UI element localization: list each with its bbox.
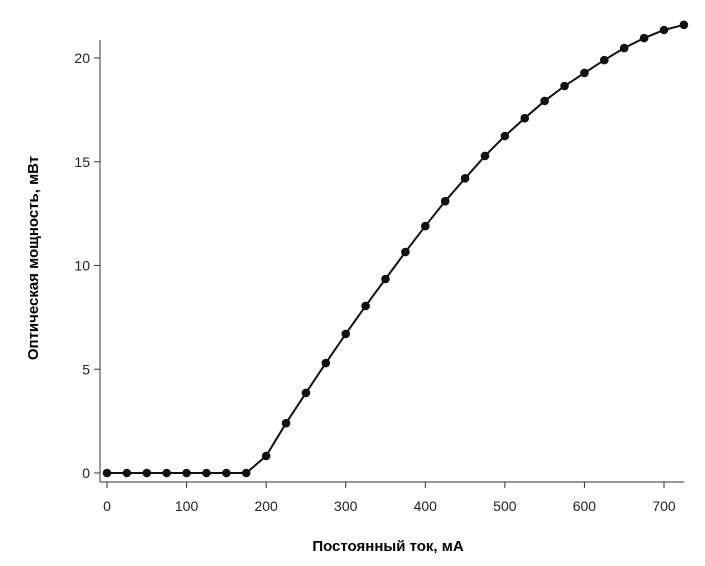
data-point bbox=[102, 468, 112, 478]
data-point bbox=[639, 33, 649, 43]
axes bbox=[99, 40, 684, 483]
y-axis-label: Оптическая мощность, мВт bbox=[25, 156, 42, 360]
x-tick-label: 300 bbox=[334, 498, 358, 514]
data-point bbox=[381, 274, 390, 284]
data-point bbox=[540, 96, 549, 106]
data-point bbox=[361, 301, 370, 311]
x-tick-label: 100 bbox=[175, 498, 199, 514]
data-point bbox=[301, 388, 311, 398]
data-point bbox=[122, 468, 132, 478]
data-point bbox=[679, 20, 689, 30]
data-point bbox=[241, 468, 251, 478]
data-point bbox=[261, 451, 271, 461]
data-point bbox=[440, 196, 450, 206]
data-point bbox=[401, 247, 410, 257]
data-point bbox=[142, 468, 152, 478]
x-tick-label: 700 bbox=[652, 498, 676, 514]
data-point bbox=[321, 358, 331, 368]
y-tick-label: 0 bbox=[82, 465, 90, 481]
series-line bbox=[107, 23, 685, 474]
y-tick-label: 10 bbox=[74, 258, 90, 274]
x-axis-label: Постоянный ток, мА bbox=[312, 538, 464, 555]
x-tick-label: 500 bbox=[493, 498, 517, 514]
x-tick-label: 400 bbox=[414, 498, 438, 514]
data-point bbox=[222, 468, 231, 478]
data-point bbox=[619, 43, 629, 53]
y-tick-label: 5 bbox=[82, 361, 90, 377]
y-tick-label: 20 bbox=[74, 50, 90, 66]
data-point bbox=[600, 55, 609, 65]
x-tick-label: 600 bbox=[573, 498, 597, 514]
data-point bbox=[560, 81, 569, 91]
data-point bbox=[341, 329, 351, 339]
data-point bbox=[580, 68, 589, 78]
x-tick-label: 200 bbox=[254, 498, 278, 514]
data-point bbox=[281, 418, 291, 428]
data-point bbox=[520, 113, 530, 123]
data-point bbox=[500, 131, 510, 141]
data-point bbox=[659, 25, 669, 35]
y-tick-label: 15 bbox=[74, 154, 90, 170]
data-point bbox=[480, 151, 490, 161]
data-point bbox=[162, 468, 171, 478]
data-point bbox=[420, 221, 430, 231]
x-tick-label: 0 bbox=[103, 498, 111, 514]
data-point bbox=[202, 468, 211, 478]
series-marks bbox=[102, 20, 689, 478]
data-point bbox=[182, 468, 191, 478]
data-point bbox=[460, 174, 470, 183]
